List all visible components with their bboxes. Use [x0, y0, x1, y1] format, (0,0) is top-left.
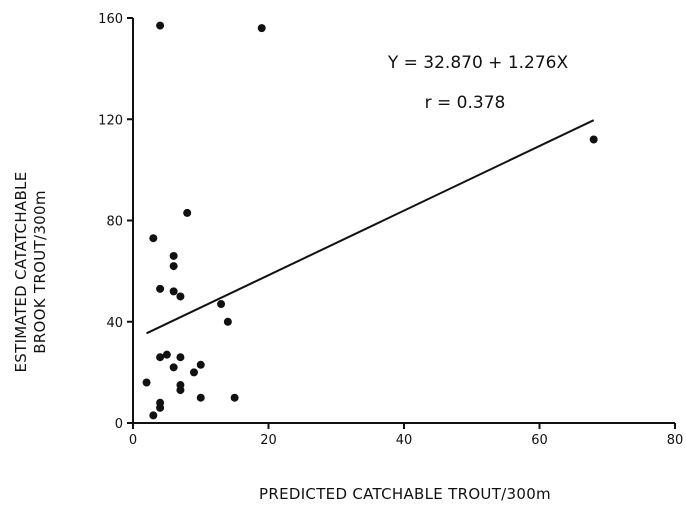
data-point	[169, 262, 178, 271]
y-tick-label: 80	[106, 215, 123, 230]
data-point	[169, 363, 178, 372]
data-point	[183, 208, 192, 217]
y-tick-label: 0	[115, 417, 123, 432]
data-point	[149, 234, 158, 243]
regression-line	[146, 119, 595, 335]
x-axis-title: PREDICTED CATCHABLE TROUT/300m	[259, 485, 551, 503]
data-point	[189, 368, 198, 377]
data-point	[156, 21, 165, 30]
data-point	[169, 251, 178, 260]
data-point	[156, 353, 165, 362]
data-points	[142, 21, 598, 420]
axes	[132, 18, 675, 424]
y-tick-label: 160	[98, 12, 123, 27]
correlation-coefficient: r = 0.378	[425, 93, 506, 113]
x-tick-label: 0	[129, 433, 137, 448]
y-tick-label: 40	[106, 316, 123, 331]
data-point	[230, 393, 239, 402]
data-point	[169, 287, 178, 296]
data-point	[196, 393, 205, 402]
x-tick-label: 60	[531, 433, 548, 448]
data-point	[176, 386, 185, 395]
data-point	[196, 360, 205, 369]
data-point	[176, 292, 185, 301]
data-point	[156, 403, 165, 412]
data-point	[156, 284, 165, 293]
data-point	[589, 135, 598, 144]
data-point	[217, 300, 226, 309]
data-point	[223, 317, 232, 326]
x-tick-label: 20	[260, 433, 277, 448]
x-tick-label: 80	[667, 433, 684, 448]
data-point	[162, 350, 171, 359]
y-axis-title-line-2: BROOK TROUT/300m	[31, 190, 49, 354]
data-point	[149, 411, 158, 420]
data-point	[142, 378, 151, 387]
x-tick-label: 40	[396, 433, 413, 448]
ticks: 0 20 40 60 80 0 40 80 120 160	[98, 12, 683, 448]
y-tick-label: 120	[98, 113, 123, 128]
data-point	[176, 353, 185, 362]
regression-equation: Y = 32.870 + 1.276X	[387, 53, 569, 73]
data-point	[257, 24, 266, 33]
y-axis-title-line-1: ESTIMATED CATATCHABLE	[12, 172, 30, 373]
